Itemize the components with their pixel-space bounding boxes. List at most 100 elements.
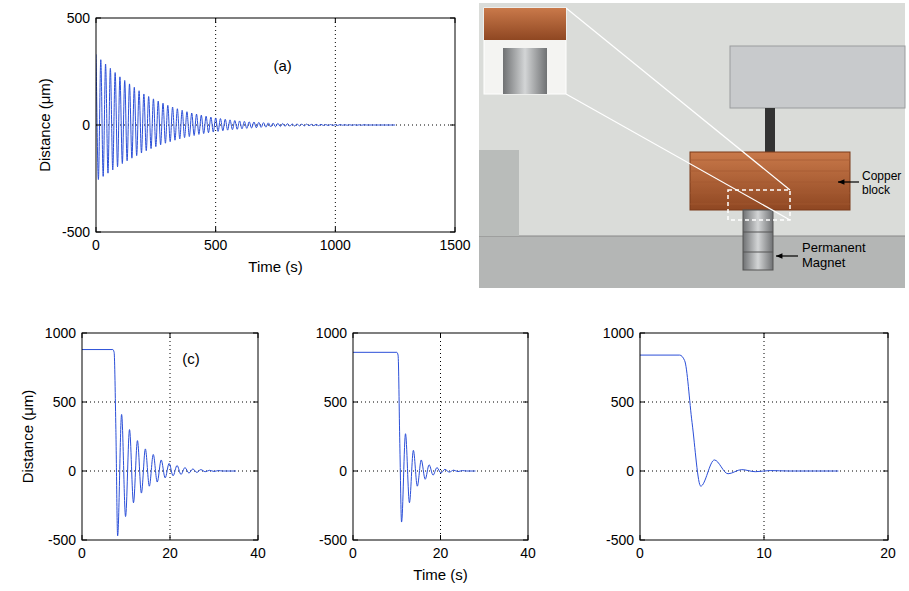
tick-mark [353, 535, 354, 540]
label-line: Magnet [802, 255, 846, 270]
x-tick-label: 20 [880, 545, 896, 561]
tick-mark [883, 540, 888, 541]
tick-mark [253, 471, 258, 472]
x-tick-label: 1000 [320, 237, 351, 253]
copper-block [690, 152, 850, 210]
data-group [96, 54, 395, 179]
arrow-head [776, 253, 782, 258]
copper-texture [690, 171, 850, 172]
x-axis-title: Time (s) [413, 566, 467, 583]
plot-background [96, 18, 455, 232]
arrow-head [838, 179, 844, 184]
y-tick-label: 0 [68, 463, 76, 479]
tick-mark [96, 18, 97, 23]
aluminium-beam [730, 46, 905, 108]
panel-label: (a) [274, 57, 292, 74]
plot-frame [353, 333, 528, 540]
table-edge [479, 236, 905, 237]
copper-texture [690, 160, 850, 161]
y-tick-label: -500 [48, 532, 76, 548]
grid-line [353, 402, 528, 403]
label-line: Copper [862, 169, 901, 183]
tick-mark [883, 333, 888, 334]
panel-label: (c) [182, 350, 200, 367]
tick-mark [640, 333, 645, 334]
tick-mark [523, 402, 528, 403]
tick-mark [96, 125, 101, 126]
grid-line [82, 402, 258, 403]
x-tick-label: 10 [756, 545, 772, 561]
inset-copper [484, 8, 566, 40]
tick-mark [528, 535, 529, 540]
tick-mark [353, 402, 358, 403]
tick-mark [523, 540, 528, 541]
tick-mark [353, 333, 358, 334]
photo-label: Copperblock [862, 169, 901, 197]
rod [765, 108, 775, 152]
tick-mark [82, 333, 83, 338]
plot-background [353, 333, 528, 540]
tick-mark [253, 333, 258, 334]
tick-mark [96, 18, 101, 19]
tick-mark [523, 471, 528, 472]
plot-frame [640, 333, 888, 540]
tick-mark [353, 333, 354, 338]
plot-background [82, 333, 258, 540]
zoom-line [566, 8, 790, 190]
y-tick-label: 0 [626, 463, 634, 479]
x-tick-label: 40 [520, 545, 536, 561]
data-line [640, 355, 838, 486]
tick-mark [215, 18, 216, 23]
background-object [479, 150, 519, 236]
x-tick-label: 1500 [439, 237, 470, 253]
tick-mark [258, 333, 259, 338]
magnet-band [743, 252, 773, 253]
tick-mark [253, 402, 258, 403]
tick-mark [215, 227, 216, 232]
inset-magnet [503, 48, 547, 94]
tick-mark [640, 471, 645, 472]
tick-mark [353, 540, 358, 541]
tick-mark [440, 535, 441, 540]
tick-mark [82, 535, 83, 540]
grid-line [170, 333, 171, 540]
data-group [82, 350, 236, 536]
plot-frame [96, 18, 455, 232]
y-tick-label: -500 [62, 224, 90, 240]
tick-mark [528, 333, 529, 338]
grid-line [764, 333, 765, 540]
tick-mark [96, 232, 101, 233]
y-tick-label: 0 [82, 117, 90, 133]
y-tick-label: 500 [324, 394, 348, 410]
inset [484, 8, 566, 94]
data-line [353, 352, 476, 522]
x-tick-label: 20 [433, 545, 449, 561]
tick-mark [455, 227, 456, 232]
tick-mark [335, 18, 336, 23]
label-line: Permanent [802, 240, 866, 255]
label-line: block [862, 183, 891, 197]
x-tick-label: 0 [349, 545, 357, 561]
tick-mark [353, 471, 358, 472]
plot-background [640, 333, 888, 540]
copper-texture [690, 193, 850, 194]
y-tick-label: -500 [606, 532, 634, 548]
photo-background [479, 3, 905, 288]
tick-mark [258, 535, 259, 540]
tick-mark [440, 333, 441, 338]
tick-mark [335, 227, 336, 232]
x-tick-label: 0 [78, 545, 86, 561]
tick-mark [170, 535, 171, 540]
y-tick-label: 500 [67, 10, 91, 26]
tick-mark [640, 402, 645, 403]
tick-mark [883, 471, 888, 472]
grid-line [353, 471, 528, 472]
tick-mark [82, 540, 87, 541]
y-axis-title: Distance (μm) [36, 78, 53, 172]
x-tick-label: 0 [92, 237, 100, 253]
tick-mark [450, 125, 455, 126]
y-axis-title: Distance (μm) [19, 390, 36, 484]
figure: 050010001500-5000500Time (s)Distance (μm… [0, 0, 909, 591]
tick-mark [640, 333, 641, 338]
magnet-band [743, 232, 773, 233]
